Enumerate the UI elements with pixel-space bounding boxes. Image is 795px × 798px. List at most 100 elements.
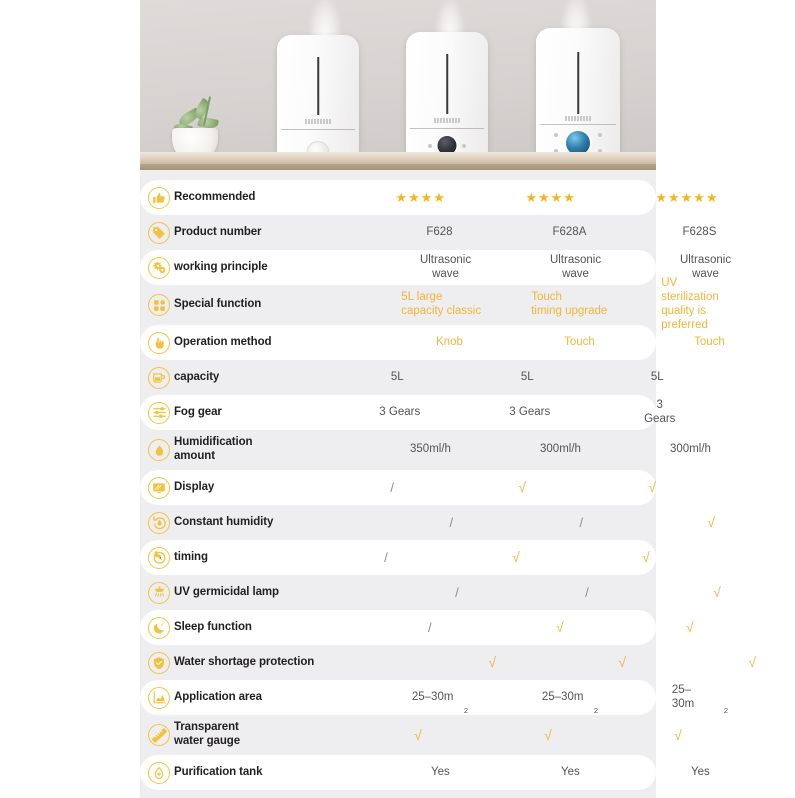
- sliders-icon: [148, 401, 170, 424]
- table-row: Recommended ★★★★ ★★★★ ★★★★★: [140, 180, 718, 215]
- table-row: working principle Ultrasonic wave Ultrason…: [140, 250, 731, 285]
- humidifier-knob-model: [277, 35, 359, 164]
- grid-squares-icon: [148, 294, 170, 316]
- cell-value: ★★★★★: [655, 189, 719, 205]
- cell-value: √: [648, 479, 657, 496]
- cell-value: Ultrasonic wave: [549, 253, 602, 280]
- cell-value: √: [674, 726, 682, 743]
- row-label: Display: [174, 480, 215, 493]
- cell-value: √: [707, 514, 716, 531]
- row-icon-wrap: [148, 366, 170, 389]
- row-label: timing: [174, 550, 208, 563]
- cell-value: √: [512, 549, 520, 566]
- cell-value: √: [488, 654, 497, 671]
- row-label: Fog gear: [174, 405, 222, 418]
- row-label: UV germicidal lamp: [174, 585, 279, 598]
- row-label: Sleep function: [174, 620, 252, 633]
- cell-value: /: [579, 514, 584, 530]
- uv-lamp-icon: [148, 581, 170, 604]
- cell-value: 5L: [650, 370, 664, 383]
- pointing-hand-icon: [148, 331, 170, 354]
- row-label: working principle: [174, 260, 268, 273]
- cell-value: √: [414, 726, 422, 743]
- row-label: capacity: [174, 370, 220, 383]
- table-row: UV germicidal lamp / / √: [140, 575, 721, 610]
- thumbs-up-icon: [148, 186, 170, 209]
- row-label: Purification tank: [174, 765, 263, 778]
- cell-value: F628: [426, 225, 453, 238]
- timer-clock-icon: [148, 546, 170, 569]
- cell-value: 5L large capacity classic: [401, 291, 482, 317]
- constant-humidity-icon: [148, 511, 170, 534]
- cell-value: √: [642, 549, 650, 566]
- brand-mark: [305, 119, 331, 124]
- svg-text:z: z: [161, 622, 163, 627]
- touch-button-1: [554, 133, 558, 137]
- cell-value: /: [449, 514, 454, 530]
- row-icon-wrap: [148, 546, 170, 569]
- area-superscript: 2: [463, 705, 469, 715]
- cell-value: Ultrasonic wave: [679, 253, 732, 280]
- area-chart-icon: [148, 686, 170, 709]
- cell-value: Touch: [564, 335, 595, 348]
- cell-value: ★★★★: [395, 189, 446, 205]
- table-row: capacity 5L 5L 5L: [140, 360, 664, 395]
- cell-value: 25–30m: [541, 690, 584, 703]
- table-row: Fog gear 3 Gears 3 Gears 3 Gears: [140, 395, 675, 430]
- area-superscript: 2: [593, 705, 599, 715]
- row-label: Operation method: [174, 335, 272, 348]
- table-row: z z Sleep function / √ √: [140, 610, 694, 645]
- ruler-icon: [148, 724, 170, 746]
- table-row: Water shortage protection √ √ √: [140, 645, 756, 680]
- row-label: Recommended: [174, 190, 256, 203]
- cell-value: Knob: [436, 335, 463, 348]
- row-icon-wrap: [148, 439, 170, 461]
- cell-value: 3 Gears: [509, 405, 551, 418]
- shelf-under-area: [140, 170, 656, 180]
- cell-value: ★★★★: [525, 189, 576, 205]
- purification-drop-icon: [148, 761, 170, 784]
- cell-value: 5L: [390, 370, 404, 383]
- measuring-cup-icon: [148, 366, 170, 389]
- row-label: Product number: [174, 225, 262, 238]
- row-label: Special function: [174, 298, 262, 311]
- cell-value: UV sterilization quality is preferred: [661, 277, 719, 331]
- cell-value: √: [518, 479, 527, 496]
- table-row: Product number F628 F628A F628S: [140, 215, 716, 250]
- humidifier-touch-model: [406, 32, 488, 164]
- shield-check-icon: [148, 651, 170, 674]
- area-superscript: 2: [723, 705, 729, 715]
- humidifier-uv-model: [536, 28, 620, 164]
- row-icon-wrap: [148, 256, 170, 279]
- cell-value: Yes: [691, 765, 710, 778]
- cell-value: F628A: [552, 225, 587, 238]
- table-row: Constant humidity / / √: [140, 505, 715, 540]
- row-icon-wrap: [148, 724, 170, 746]
- row-icon-wrap: [148, 476, 170, 499]
- spec-comparison-table: Recommended ★★★★ ★★★★ ★★★★★ Product number F6…: [140, 180, 756, 798]
- cell-value: F628S: [682, 225, 717, 238]
- cell-value: 300ml/h: [540, 443, 581, 456]
- water-window-seam: [446, 54, 448, 114]
- display-monitor-icon: [148, 476, 170, 499]
- cell-value: √: [748, 654, 757, 671]
- row-label: Constant humidity: [174, 515, 274, 528]
- tag-icon: [148, 221, 170, 244]
- svg-text:z: z: [163, 621, 165, 625]
- table-row: Transparent water gauge √ √ √: [140, 715, 682, 755]
- row-label: Humidification amount: [174, 436, 253, 462]
- cell-value: 300ml/h: [670, 443, 711, 456]
- cell-value: /: [384, 549, 388, 565]
- touch-button-left: [428, 144, 432, 148]
- table-row: Application area 25–30m 2 25–30m 2 25–30m 2: [140, 680, 728, 715]
- digital-display: [437, 136, 457, 155]
- gears-icon: [148, 256, 170, 279]
- cell-value: Touch timing upgrade: [531, 291, 608, 317]
- touch-button-4: [598, 149, 602, 153]
- row-label: Application area: [174, 690, 262, 703]
- cell-value: /: [585, 584, 589, 600]
- base-seam: [281, 129, 355, 130]
- wooden-shelf: [140, 152, 656, 164]
